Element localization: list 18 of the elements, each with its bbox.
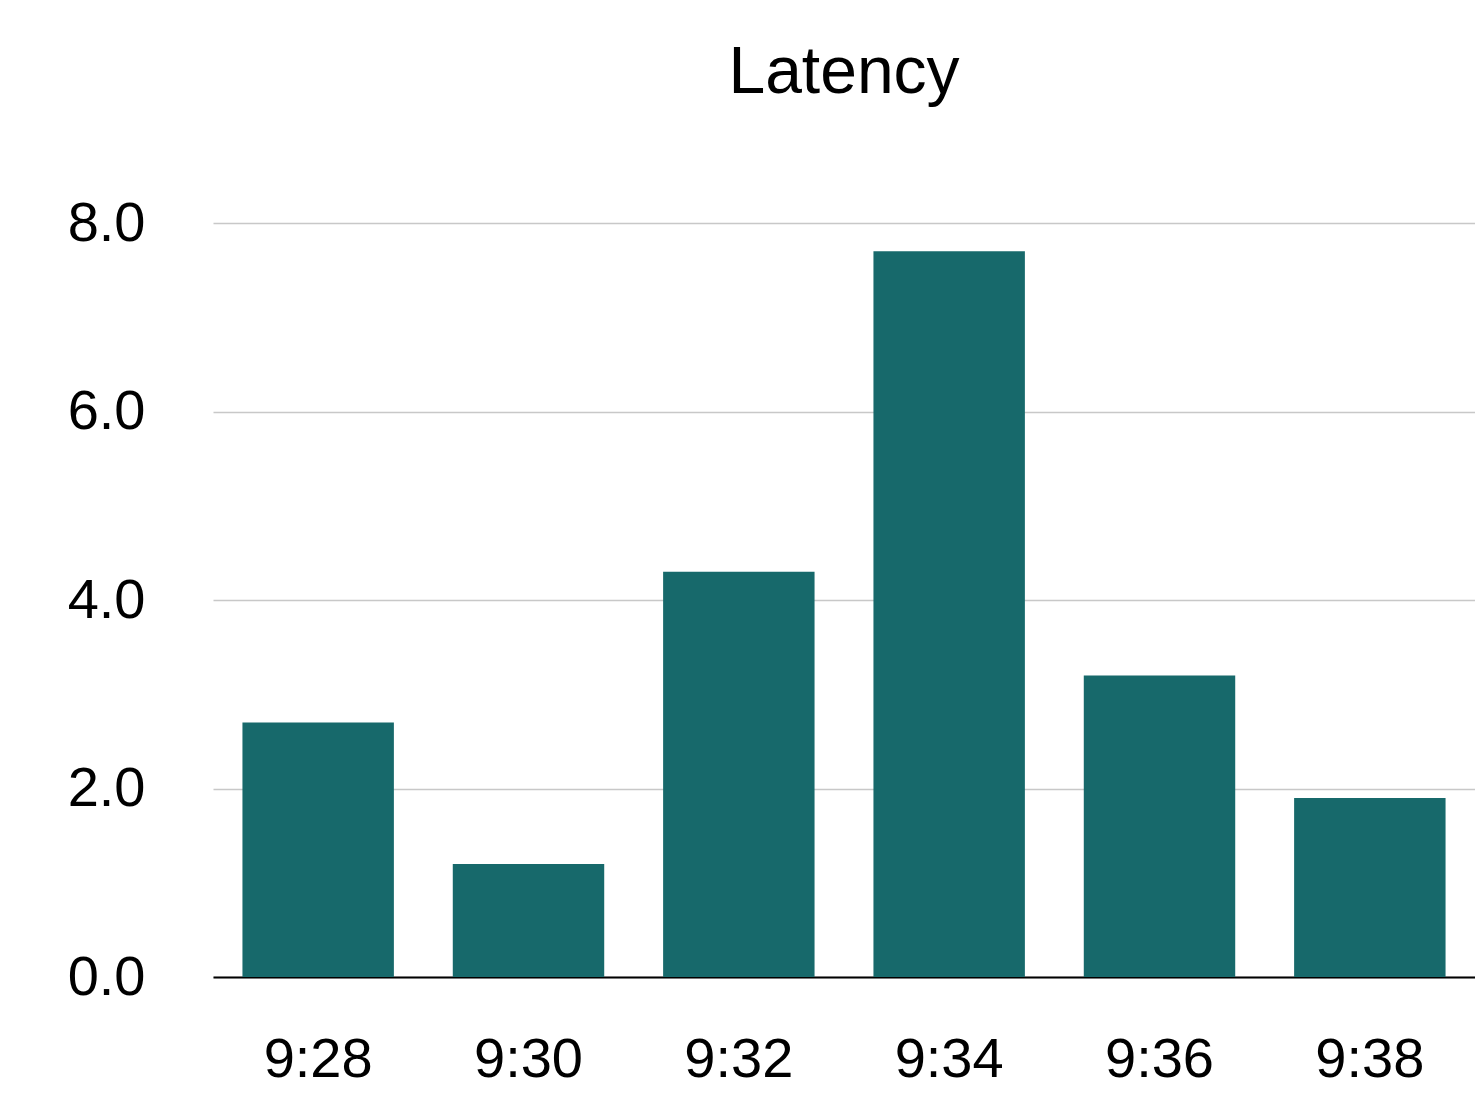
bar: [242, 722, 394, 977]
chart-title: Latency: [728, 33, 960, 107]
x-tick-label: 9:36: [1105, 1025, 1214, 1089]
bar: [1294, 797, 1446, 977]
y-tick-label: 4.0: [67, 566, 146, 630]
y-tick-label: 0.0: [67, 943, 146, 1007]
bar: [873, 251, 1025, 977]
y-tick-label: 8.0: [67, 189, 146, 253]
bar: [452, 863, 605, 977]
x-tick-label: 9:34: [894, 1025, 1004, 1089]
x-tick-label: 9:32: [684, 1025, 794, 1089]
y-tick-label: 2.0: [67, 755, 146, 818]
x-tick-label: 9:28: [263, 1025, 373, 1089]
bar: [1083, 675, 1236, 977]
x-tick-label: 9:38: [1315, 1025, 1425, 1089]
x-tick-label: 9:30: [474, 1025, 583, 1089]
y-tick-label: 6.0: [67, 378, 146, 441]
bar: [663, 571, 815, 977]
